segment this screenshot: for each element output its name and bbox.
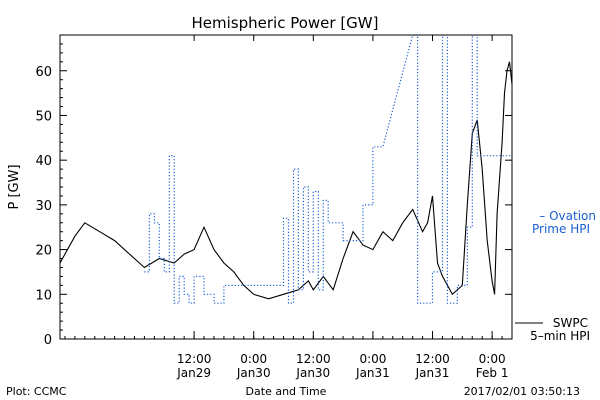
- x-tick-label-date: Feb 1: [476, 366, 509, 380]
- y-tick-label: 20: [35, 244, 52, 259]
- x-tick-label-date: Jan31: [415, 366, 450, 380]
- x-tick-label-time: 12:00: [296, 352, 331, 366]
- y-tick-label: 30: [35, 199, 52, 214]
- x-axis: 12:00Jan290:00Jan3012:00Jan300:00Jan3112…: [64, 35, 513, 380]
- footer-timestamp: 2017/02/01 03:50:13: [464, 385, 580, 398]
- legend-swpc-line2: 5–min HPI: [530, 329, 590, 343]
- y-tick-label: 0: [44, 333, 52, 348]
- series-line-ovation: [144, 35, 512, 304]
- x-tick-label-time: 12:00: [177, 352, 212, 366]
- x-tick-label-date: Jan31: [355, 366, 390, 380]
- series-line-swpc: [60, 61, 512, 300]
- x-axis-label: Date and Time: [246, 385, 327, 398]
- y-axis-label: P [GW]: [7, 164, 22, 209]
- legend-ovation-line2: Prime HPI: [532, 222, 590, 236]
- x-tick-label-date: Jan30: [295, 366, 330, 380]
- x-tick-label-time: 0:00: [479, 352, 506, 366]
- legend-swpc-line1: SWPC: [553, 316, 588, 330]
- x-tick-label-date: Jan30: [236, 366, 271, 380]
- y-tick-label: 60: [35, 65, 52, 80]
- chart-title: Hemispheric Power [GW]: [192, 14, 379, 32]
- y-tick-label: 50: [35, 109, 52, 124]
- series-layer: [60, 35, 512, 304]
- y-tick-label: 40: [35, 154, 52, 169]
- y-axis: 0 10 20 30 40 50 60: [35, 43, 512, 348]
- x-tick-label-time: 0:00: [240, 352, 267, 366]
- x-tick-label-time: 12:00: [415, 352, 450, 366]
- y-tick-label: 10: [35, 288, 52, 303]
- x-tick-label-date: Jan29: [176, 366, 211, 380]
- footer-plot-credit: Plot: CCMC: [6, 385, 67, 398]
- legend-ovation-line1: – Ovation: [539, 209, 596, 223]
- x-tick-label-time: 0:00: [359, 352, 386, 366]
